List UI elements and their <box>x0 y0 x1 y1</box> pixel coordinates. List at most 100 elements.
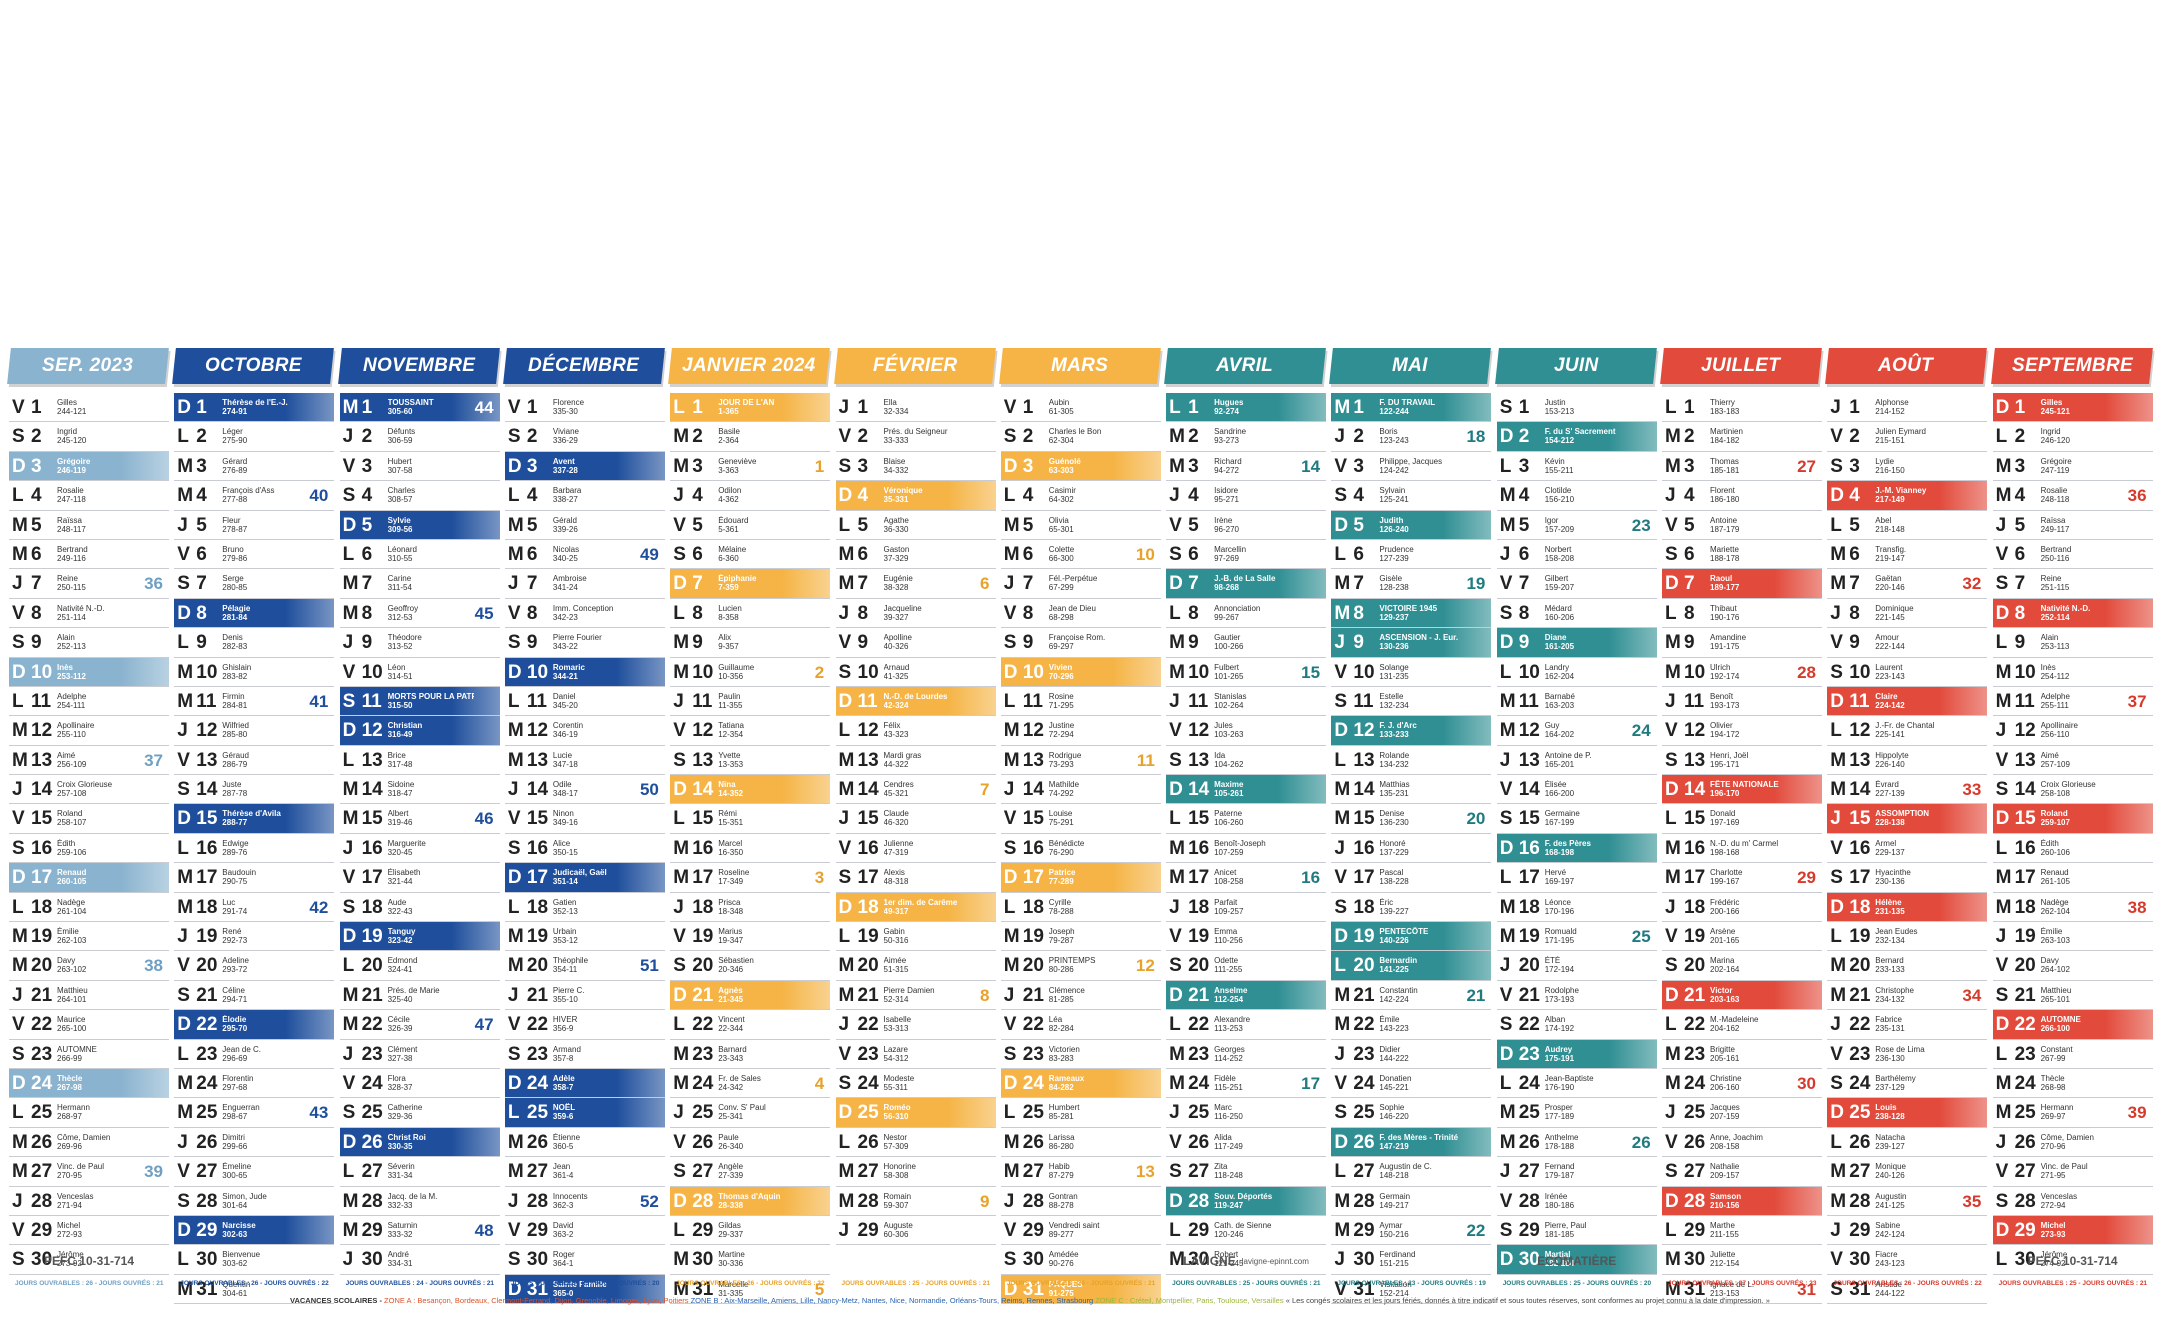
day-number: 29 <box>196 1219 218 1241</box>
day-list: M 1 F. DU TRAVAIL 122-244 J 2 Boris 123-243 18 V 3… <box>1331 393 1492 1305</box>
weekday-letter: V <box>673 514 686 536</box>
day-row: D 24 Thècle 267-98 <box>9 1068 169 1099</box>
day-row: J 30 André 334-31 <box>339 1245 500 1275</box>
week-number: 1 <box>814 456 825 476</box>
week-number: 35 <box>1962 1191 1982 1211</box>
day-row: S 17 Alexis 48-318 <box>835 863 996 893</box>
weekday-letter: M <box>342 984 359 1006</box>
day-number: 7 <box>857 573 869 595</box>
day-row: S 27 Zita 118-248 <box>1166 1157 1327 1187</box>
saint-name: Alice 350-15 <box>552 838 578 857</box>
day-number: 11 <box>31 690 52 712</box>
day-row: S 10 Arnaud 41-325 <box>835 658 996 687</box>
saint-name: Auguste 60-306 <box>883 1220 913 1239</box>
saint-name: Agathe 36-330 <box>883 515 909 534</box>
saint-name: Carine 311-54 <box>387 574 412 593</box>
saint-name: 1er dim. de Carême 49-317 <box>883 897 958 916</box>
weekday-letter: L <box>12 896 24 918</box>
day-number: 10 <box>2014 661 2036 683</box>
weekday-letter: L <box>507 485 520 507</box>
day-number: 23 <box>692 1043 714 1065</box>
weekday-letter: S <box>1499 1014 1513 1036</box>
day-number: 15 <box>692 808 714 830</box>
day-number: 31 <box>1684 1278 1706 1300</box>
day-row: M 21 Pierre Damien 52-314 8 <box>835 981 996 1011</box>
saint-name: Charles 308-57 <box>387 486 416 505</box>
day-list: J 1 Alphonse 214-152 V 2 Julien Eymard 215-151 S… <box>1827 393 1988 1305</box>
saint-name: Odilon 4-362 <box>718 486 742 505</box>
day-number: 1 <box>1353 397 1364 418</box>
day-row: M 9 Alix 9-357 <box>670 628 831 658</box>
day-number: 23 <box>2014 1043 2036 1065</box>
weekday-letter: L <box>1499 455 1512 477</box>
saint-name: Hyacinthe 230-136 <box>1875 868 1911 887</box>
month-header: DÉCEMBRE <box>502 348 665 384</box>
saint-name: Claire 224-142 <box>1875 691 1905 710</box>
weekday-letter: J <box>342 837 354 859</box>
day-number: 9 <box>1022 632 1034 654</box>
saint-name: Paule 26-340 <box>718 1132 744 1151</box>
weekday-letter: L <box>838 1131 851 1153</box>
weekday-letter: D <box>673 779 687 801</box>
day-row: L 16 Édith 260-106 <box>1992 834 2153 864</box>
weekday-letter: M <box>177 661 194 683</box>
saint-name: Avent 337-28 <box>552 456 578 475</box>
day-row: M 12 Corentin 346-19 <box>504 716 665 746</box>
day-number: 10 <box>196 661 218 683</box>
weekday-letter: M <box>342 1014 359 1036</box>
month-column: JANVIER 2024 L 1 JOUR DE L'AN 1-365 M 2 Basile 2… <box>668 348 831 1305</box>
day-row: J 4 Isidore 95-271 <box>1166 481 1327 511</box>
weekday-letter: S <box>1995 779 2009 801</box>
week-number: 29 <box>1797 868 1816 888</box>
day-row: M 24 Thècle 268-98 <box>1992 1069 2153 1099</box>
saint-name: J.-B. de La Salle 98-268 <box>1214 574 1276 593</box>
day-row: J 22 Isabelle 53-313 <box>835 1010 996 1040</box>
day-number: 5 <box>692 514 703 536</box>
day-number: 16 <box>1188 837 1210 859</box>
day-row: M 17 Anicet 108-258 16 <box>1166 863 1327 893</box>
weekday-letter: J <box>1995 926 2007 948</box>
weekday-letter: M <box>1830 543 1847 565</box>
day-row: J 9 ASCENSION - J. Eur. 130-236 <box>1331 628 1492 658</box>
day-row: J 25 Jacques 207-159 <box>1662 1098 1822 1128</box>
saint-name: PÂQUES 91-275 <box>1048 1279 1083 1298</box>
day-number: 29 <box>1518 1219 1540 1241</box>
day-number: 25 <box>857 1102 879 1124</box>
saint-name: Aude 322-43 <box>387 897 413 916</box>
day-number: 3 <box>196 455 207 477</box>
saint-name: F. du S' Sacrement 154-212 <box>1544 427 1616 446</box>
weekday-letter: J <box>1169 690 1180 712</box>
day-row: L 19 Jean Eudes 232-134 <box>1827 922 1988 952</box>
saint-name: Landry 162-204 <box>1544 662 1575 681</box>
day-row: V 31 Visitation 152-214 <box>1331 1275 1492 1305</box>
day-row: D 18 Hélène 231-135 <box>1827 892 1988 923</box>
day-number: 2 <box>1188 426 1199 448</box>
saint-name: Julienne 47-319 <box>883 838 914 857</box>
saint-name: Jacques 207-159 <box>1710 1103 1740 1122</box>
weekday-letter: D <box>1665 779 1679 801</box>
day-number: 9 <box>196 632 207 654</box>
day-list: V 1 Aubin 61-305 S 2 Charles le Bon 62-304 D 3 Gué… <box>1000 393 1161 1305</box>
day-row: S 22 Alban 174-192 <box>1496 1010 1657 1040</box>
saint-name: Alida 117-249 <box>1214 1132 1243 1151</box>
saint-name: Prés. de Marie 325-40 <box>387 985 440 1004</box>
day-row: L 30 Jérôme 274-92 <box>1992 1245 2153 1275</box>
day-row: M 27 Habib 87-279 13 <box>1000 1157 1161 1187</box>
day-number: 16 <box>1849 837 1871 859</box>
weekday-letter: S <box>838 1072 852 1094</box>
weekday-letter: S <box>673 543 686 565</box>
day-row: V 10 Solange 131-235 <box>1331 658 1492 687</box>
day-row: M 1 F. DU TRAVAIL 122-244 <box>1331 393 1492 423</box>
day-row: D 24 Rameaux 84-282 <box>1000 1068 1161 1099</box>
week-number: 20 <box>1466 809 1486 829</box>
day-number: 22 <box>692 1014 714 1036</box>
logo: PEFC 10-31-714 <box>13 1248 165 1274</box>
saint-name: Alexandre 113-253 <box>1214 1015 1251 1034</box>
saint-name: Alain 253-113 <box>2040 633 2070 652</box>
day-number: 14 <box>1022 779 1044 801</box>
day-row: V 12 Olivier 194-172 <box>1662 716 1822 746</box>
weekday-letter: L <box>1995 1249 2008 1271</box>
saint-name: Christophe 234-132 <box>1875 985 1914 1004</box>
day-number: 7 <box>1849 573 1860 595</box>
day-number: 13 <box>1188 749 1210 771</box>
